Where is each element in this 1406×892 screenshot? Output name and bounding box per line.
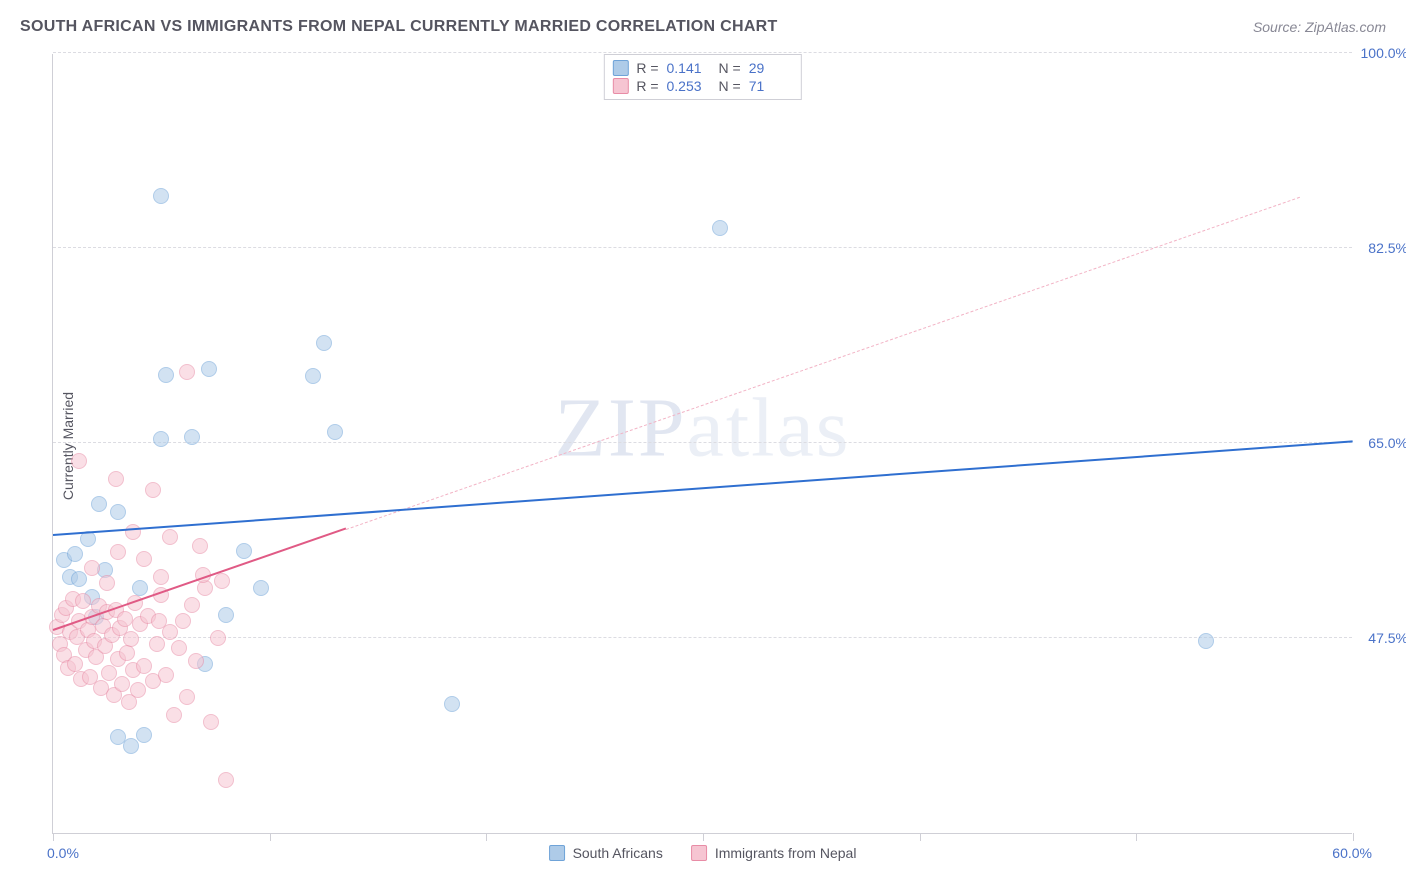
y-tick-label: 82.5%	[1368, 240, 1406, 256]
data-point	[175, 613, 191, 629]
legend-item-sa: South Africans	[549, 845, 663, 861]
y-tick-label: 65.0%	[1368, 435, 1406, 451]
data-point	[179, 364, 195, 380]
swatch-nepal	[612, 78, 628, 94]
data-point	[108, 471, 124, 487]
data-point	[84, 560, 100, 576]
data-point	[136, 551, 152, 567]
data-point	[166, 707, 182, 723]
data-point	[136, 658, 152, 674]
series-label-nepal: Immigrants from Nepal	[715, 845, 857, 861]
x-tick	[270, 833, 271, 841]
source-attribution: Source: ZipAtlas.com	[1253, 19, 1386, 35]
correlation-legend: R = 0.141 N = 29 R = 0.253 N = 71	[603, 54, 801, 100]
data-point	[316, 335, 332, 351]
data-point	[236, 543, 252, 559]
data-point	[253, 580, 269, 596]
x-tick	[1353, 833, 1354, 841]
data-point	[158, 667, 174, 683]
data-point	[214, 573, 230, 589]
data-point	[184, 597, 200, 613]
data-point	[153, 431, 169, 447]
x-axis-min-label: 0.0%	[47, 845, 79, 861]
data-point	[218, 772, 234, 788]
data-point	[444, 696, 460, 712]
data-point	[171, 640, 187, 656]
x-tick	[920, 833, 921, 841]
data-point	[179, 689, 195, 705]
y-tick-label: 47.5%	[1368, 630, 1406, 646]
x-tick	[53, 833, 54, 841]
n-label: N =	[719, 78, 741, 94]
data-point	[67, 656, 83, 672]
data-point	[158, 367, 174, 383]
gridline	[53, 442, 1352, 443]
x-tick	[1136, 833, 1137, 841]
x-axis-max-label: 60.0%	[1332, 845, 1372, 861]
data-point	[71, 453, 87, 469]
data-point	[75, 593, 91, 609]
n-value-sa: 29	[749, 60, 793, 76]
data-point	[188, 653, 204, 669]
x-tick	[703, 833, 704, 841]
data-point	[327, 424, 343, 440]
data-point	[151, 613, 167, 629]
data-point	[201, 361, 217, 377]
scatter-chart: ZIPatlas R = 0.141 N = 29 R = 0.253 N = …	[52, 54, 1352, 834]
series-label-sa: South Africans	[573, 845, 663, 861]
data-point	[71, 571, 87, 587]
n-value-nepal: 71	[749, 78, 793, 94]
data-point	[123, 738, 139, 754]
data-point	[153, 569, 169, 585]
data-point	[1198, 633, 1214, 649]
data-point	[67, 546, 83, 562]
data-point	[114, 676, 130, 692]
trendline-south-africans	[53, 440, 1353, 536]
data-point	[218, 607, 234, 623]
legend-item-nepal: Immigrants from Nepal	[691, 845, 857, 861]
swatch-nepal	[691, 845, 707, 861]
swatch-south-africans	[612, 60, 628, 76]
data-point	[192, 538, 208, 554]
data-point	[162, 529, 178, 545]
data-point	[153, 188, 169, 204]
data-point	[110, 544, 126, 560]
r-value-nepal: 0.253	[667, 78, 711, 94]
data-point	[123, 631, 139, 647]
x-tick	[486, 833, 487, 841]
gridline	[53, 52, 1352, 53]
series-legend: South Africans Immigrants from Nepal	[549, 845, 857, 861]
data-point	[210, 630, 226, 646]
n-label: N =	[719, 60, 741, 76]
chart-title: SOUTH AFRICAN VS IMMIGRANTS FROM NEPAL C…	[20, 18, 778, 36]
data-point	[305, 368, 321, 384]
swatch-south-africans	[549, 845, 565, 861]
data-point	[203, 714, 219, 730]
legend-row-nepal: R = 0.253 N = 71	[612, 77, 792, 95]
gridline	[53, 637, 1352, 638]
r-value-sa: 0.141	[667, 60, 711, 76]
data-point	[99, 575, 115, 591]
data-point	[712, 220, 728, 236]
data-point	[145, 482, 161, 498]
data-point	[91, 496, 107, 512]
data-point	[136, 727, 152, 743]
watermark: ZIPatlas	[555, 379, 851, 476]
watermark-atlas: atlas	[687, 381, 851, 474]
data-point	[110, 504, 126, 520]
r-label: R =	[636, 60, 658, 76]
data-point	[125, 524, 141, 540]
y-tick-label: 100.0%	[1361, 45, 1406, 61]
data-point	[132, 580, 148, 596]
legend-row-sa: R = 0.141 N = 29	[612, 59, 792, 77]
data-point	[130, 682, 146, 698]
r-label: R =	[636, 78, 658, 94]
data-point	[149, 636, 165, 652]
data-point	[184, 429, 200, 445]
data-point	[117, 611, 133, 627]
data-point	[197, 580, 213, 596]
watermark-zip: ZIP	[555, 381, 687, 474]
